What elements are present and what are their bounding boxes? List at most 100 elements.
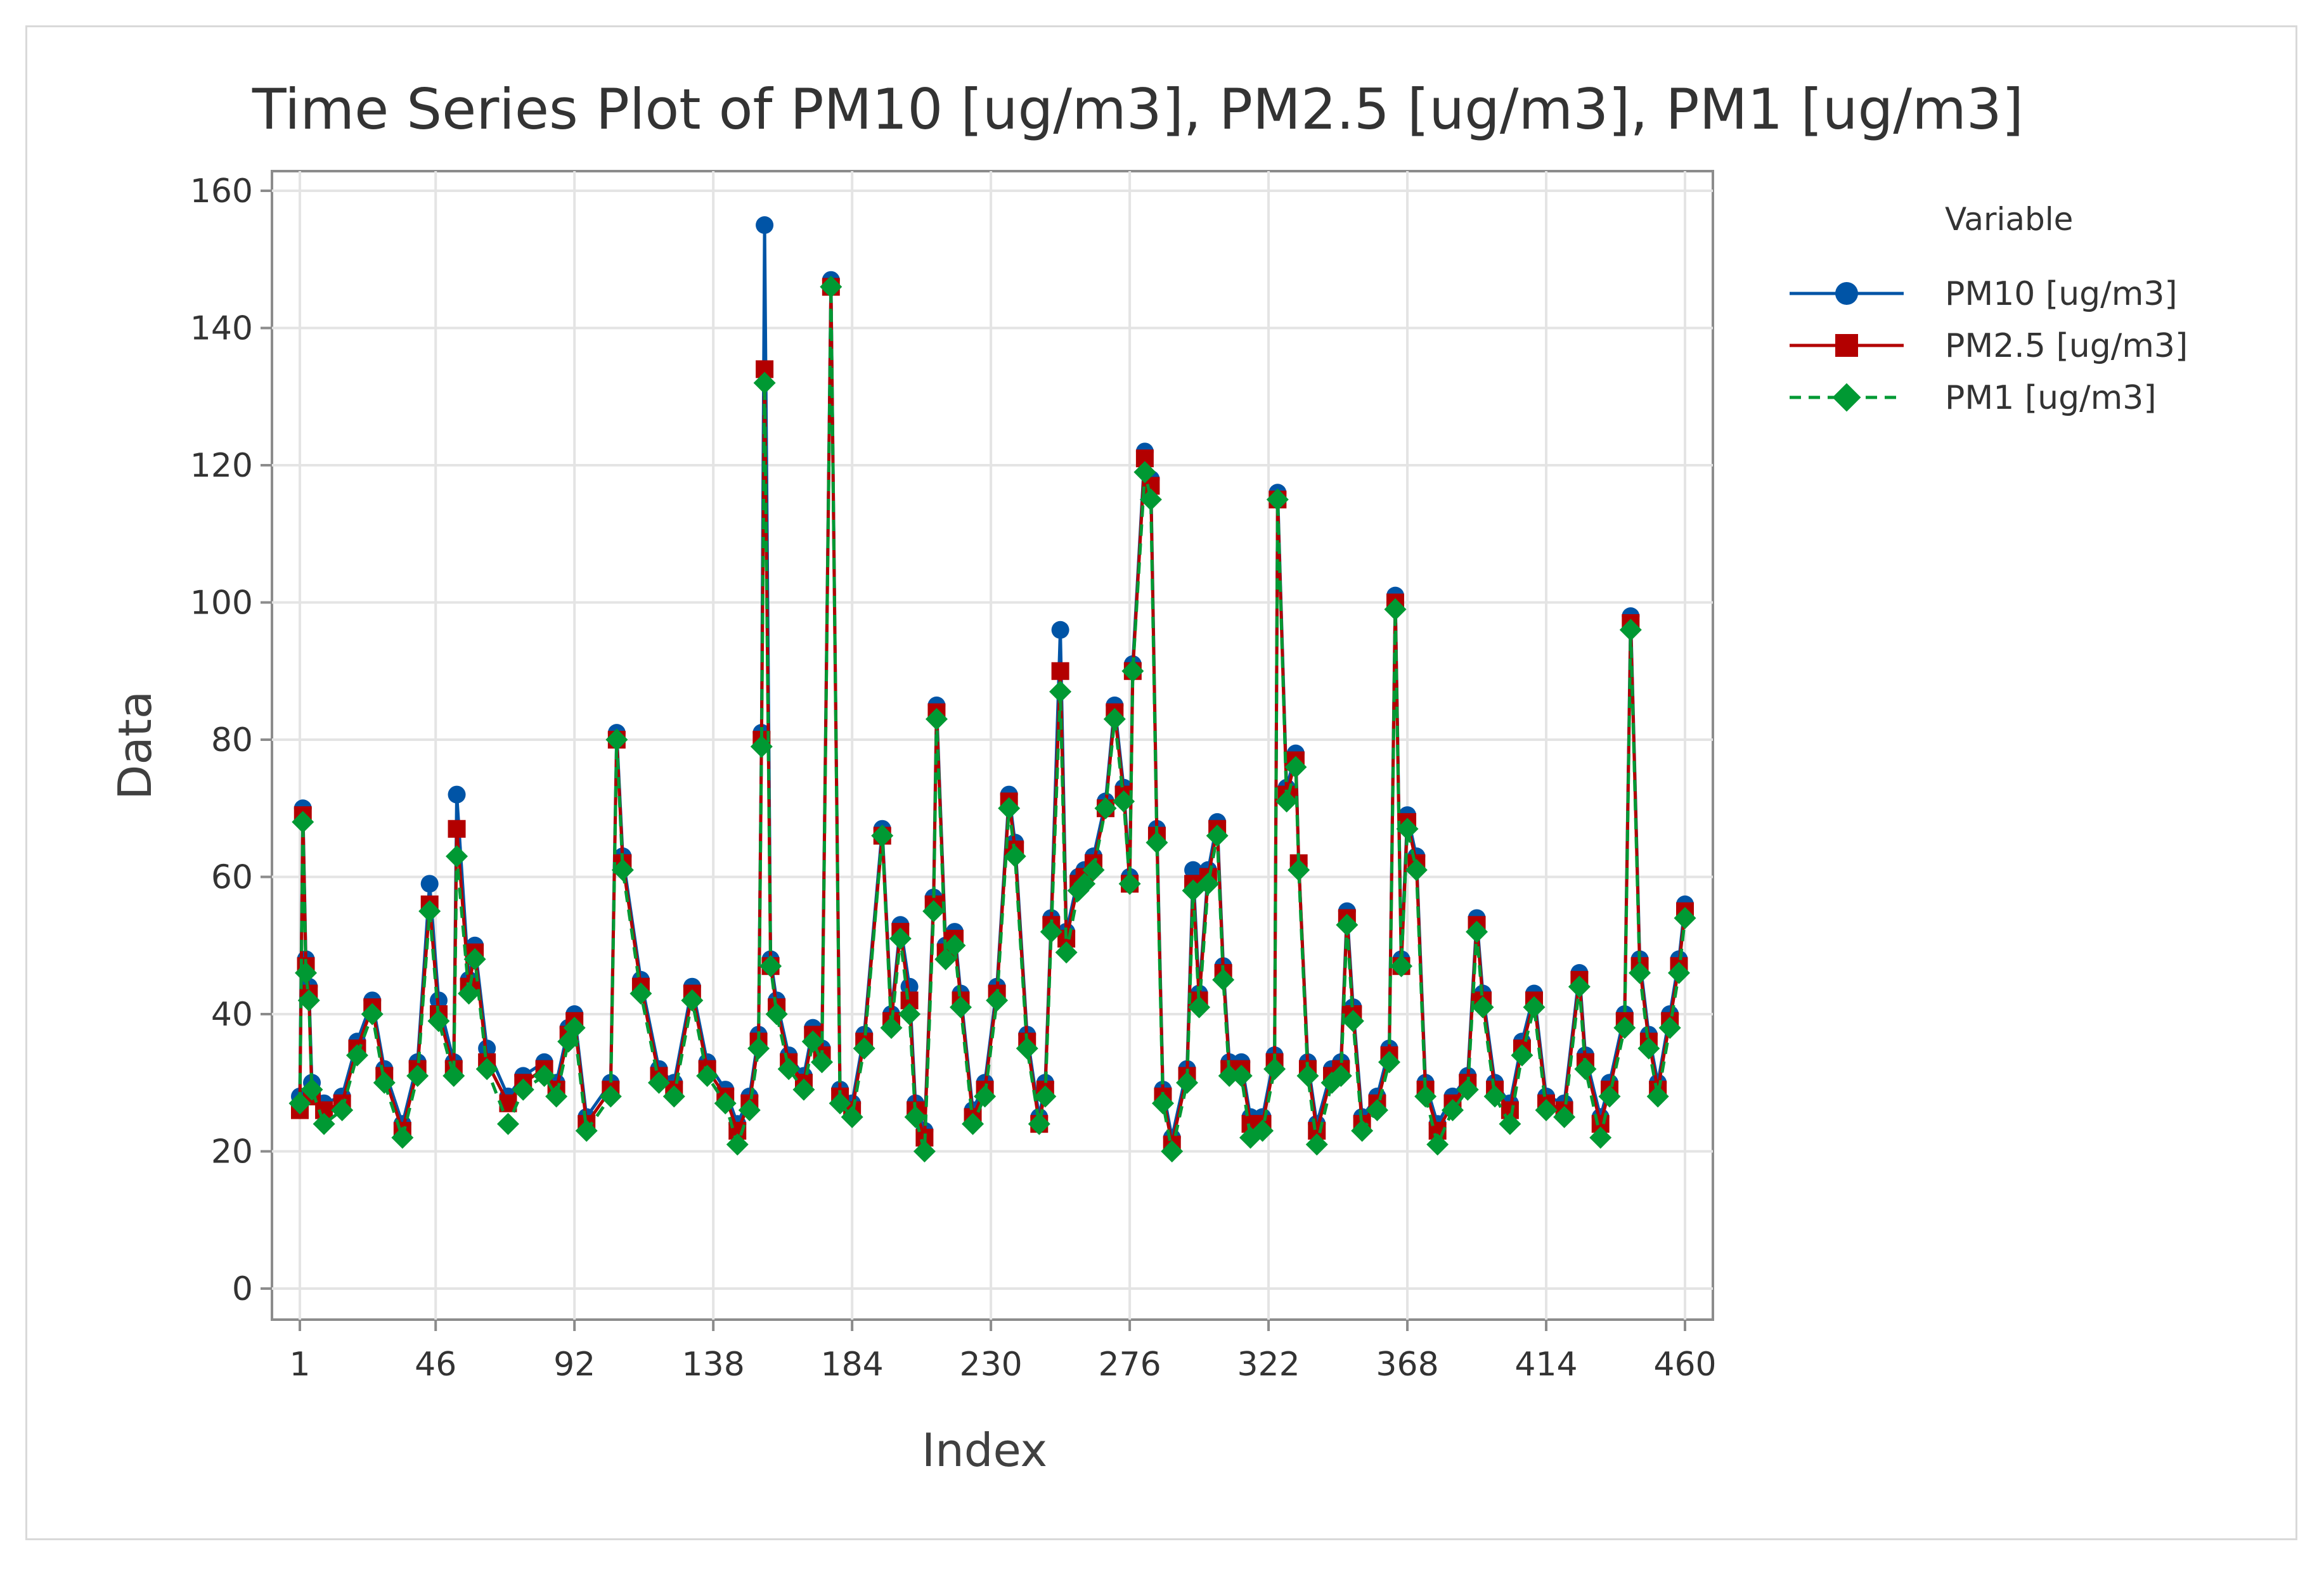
pm1-point xyxy=(1598,1085,1621,1108)
pm1-point xyxy=(750,735,773,758)
pm1-point xyxy=(1613,1017,1636,1039)
y-tick-label: 120 xyxy=(190,447,253,485)
pm1-point xyxy=(1188,996,1211,1019)
pm1-point xyxy=(1574,1058,1597,1081)
pm1-point xyxy=(599,1085,622,1108)
x-tick-label: 276 xyxy=(1098,1346,1161,1384)
pm1-point xyxy=(1266,488,1289,511)
pm1-point xyxy=(1336,913,1359,936)
legend-title: Variable xyxy=(1945,201,2073,238)
pm1-point xyxy=(820,276,842,299)
legend-item-pm25: PM2.5 [ug/m3] xyxy=(1790,327,2188,365)
pm1-point xyxy=(418,900,441,923)
pm10-point xyxy=(420,875,439,893)
pm1-point xyxy=(292,811,314,833)
pm1-point xyxy=(1230,1064,1253,1087)
pm1-point xyxy=(1103,708,1126,731)
pm1-point xyxy=(1305,1133,1328,1156)
pm1-point xyxy=(1535,1099,1558,1122)
legend-label: PM10 [ug/m3] xyxy=(1945,275,2178,313)
pm1-point xyxy=(1028,1112,1050,1135)
pm1-point xyxy=(575,1119,598,1142)
pm1-point xyxy=(1619,619,1642,641)
y-tick-label: 160 xyxy=(190,172,253,210)
y-tick-label: 60 xyxy=(211,859,253,897)
pm1-point xyxy=(726,1133,749,1156)
pm1-point xyxy=(765,1003,788,1026)
x-tick-label: 138 xyxy=(682,1346,745,1384)
pm1-point xyxy=(533,1064,556,1087)
pm1-point xyxy=(1161,1140,1184,1162)
pm1-point xyxy=(1351,1119,1374,1142)
pm1-point xyxy=(1113,790,1135,813)
pm1-point xyxy=(1553,1105,1576,1128)
legend: Variable PM10 [ug/m3] PM2.5 [ug/m3] PM1 [u… xyxy=(1790,201,2188,417)
pm1-point xyxy=(1288,859,1310,882)
pm1-point xyxy=(925,708,948,731)
pm1-point xyxy=(1296,1064,1319,1087)
time-series-chart: Time Series Plot of PM10 [ug/m3], PM2.5 … xyxy=(108,77,2188,1477)
pm1-point xyxy=(1212,968,1235,991)
pm1-point xyxy=(696,1064,719,1087)
series-layer xyxy=(288,216,1696,1162)
pm10-point xyxy=(756,216,774,235)
pm1-point xyxy=(841,1105,863,1128)
chart-frame: Time Series Plot of PM10 [ug/m3], PM2.5 … xyxy=(25,25,2297,1540)
pm10-point xyxy=(448,785,466,804)
pm1-point xyxy=(361,1003,384,1026)
pm1-point xyxy=(1146,831,1168,854)
pm1-point xyxy=(1263,1058,1286,1081)
pm1-point xyxy=(1441,1099,1464,1122)
pm1-point xyxy=(1151,1092,1174,1115)
pm1-point xyxy=(1658,1017,1681,1039)
legend-item-pm10: PM10 [ug/m3] xyxy=(1790,275,2178,313)
pm1-point xyxy=(1275,790,1298,813)
pm1-point xyxy=(1483,1085,1506,1108)
pm1-point xyxy=(1637,1037,1660,1060)
pm1-point xyxy=(605,728,628,751)
pm1-point xyxy=(974,1085,997,1108)
pm1-point xyxy=(1197,872,1220,895)
x-tick-label: 46 xyxy=(415,1346,456,1384)
pm1-point xyxy=(391,1126,414,1149)
x-tick-label: 460 xyxy=(1653,1346,1716,1384)
pm1-point xyxy=(406,1064,429,1087)
pm1-point xyxy=(1378,1051,1400,1074)
pm1-point xyxy=(1329,1064,1352,1087)
y-tick-label: 100 xyxy=(190,584,253,622)
pm1-point xyxy=(1646,1085,1669,1108)
pm1-point xyxy=(777,1058,800,1081)
pm1-point xyxy=(1073,872,1096,895)
pm1-point xyxy=(811,1051,834,1074)
pm1-point xyxy=(998,797,1021,820)
pm1-point xyxy=(898,1003,921,1026)
pm1-point xyxy=(563,1017,586,1039)
pm1-point xyxy=(611,859,634,882)
pm1-point xyxy=(792,1078,815,1101)
pm1-point xyxy=(1405,859,1428,882)
pm1-point xyxy=(1589,1126,1612,1149)
pm10-point xyxy=(900,977,919,996)
pm1-point xyxy=(829,1092,851,1115)
pm1-point xyxy=(950,996,972,1019)
pm1-point xyxy=(871,825,894,847)
grid-lines xyxy=(272,171,1713,1320)
pm1-point xyxy=(714,1092,737,1115)
pm1-point xyxy=(1390,955,1413,977)
pm1-point xyxy=(738,1099,761,1122)
pm1-point xyxy=(747,1037,770,1060)
legend-marker xyxy=(1835,334,1858,357)
pm1-point xyxy=(759,955,782,977)
pm1-point xyxy=(1176,1071,1199,1094)
pm1-point xyxy=(1511,1044,1533,1067)
x-tick-label: 414 xyxy=(1514,1346,1577,1384)
pm1-point xyxy=(427,1010,450,1033)
x-tick-label: 368 xyxy=(1376,1346,1438,1384)
legend-label: PM2.5 [ug/m3] xyxy=(1945,327,2188,365)
pm1-point xyxy=(463,948,486,970)
pm1-point xyxy=(545,1085,568,1108)
x-tick-label: 230 xyxy=(959,1346,1022,1384)
pm1-point xyxy=(753,371,776,394)
pm1-point xyxy=(297,989,320,1012)
pm1-point xyxy=(475,1058,498,1081)
